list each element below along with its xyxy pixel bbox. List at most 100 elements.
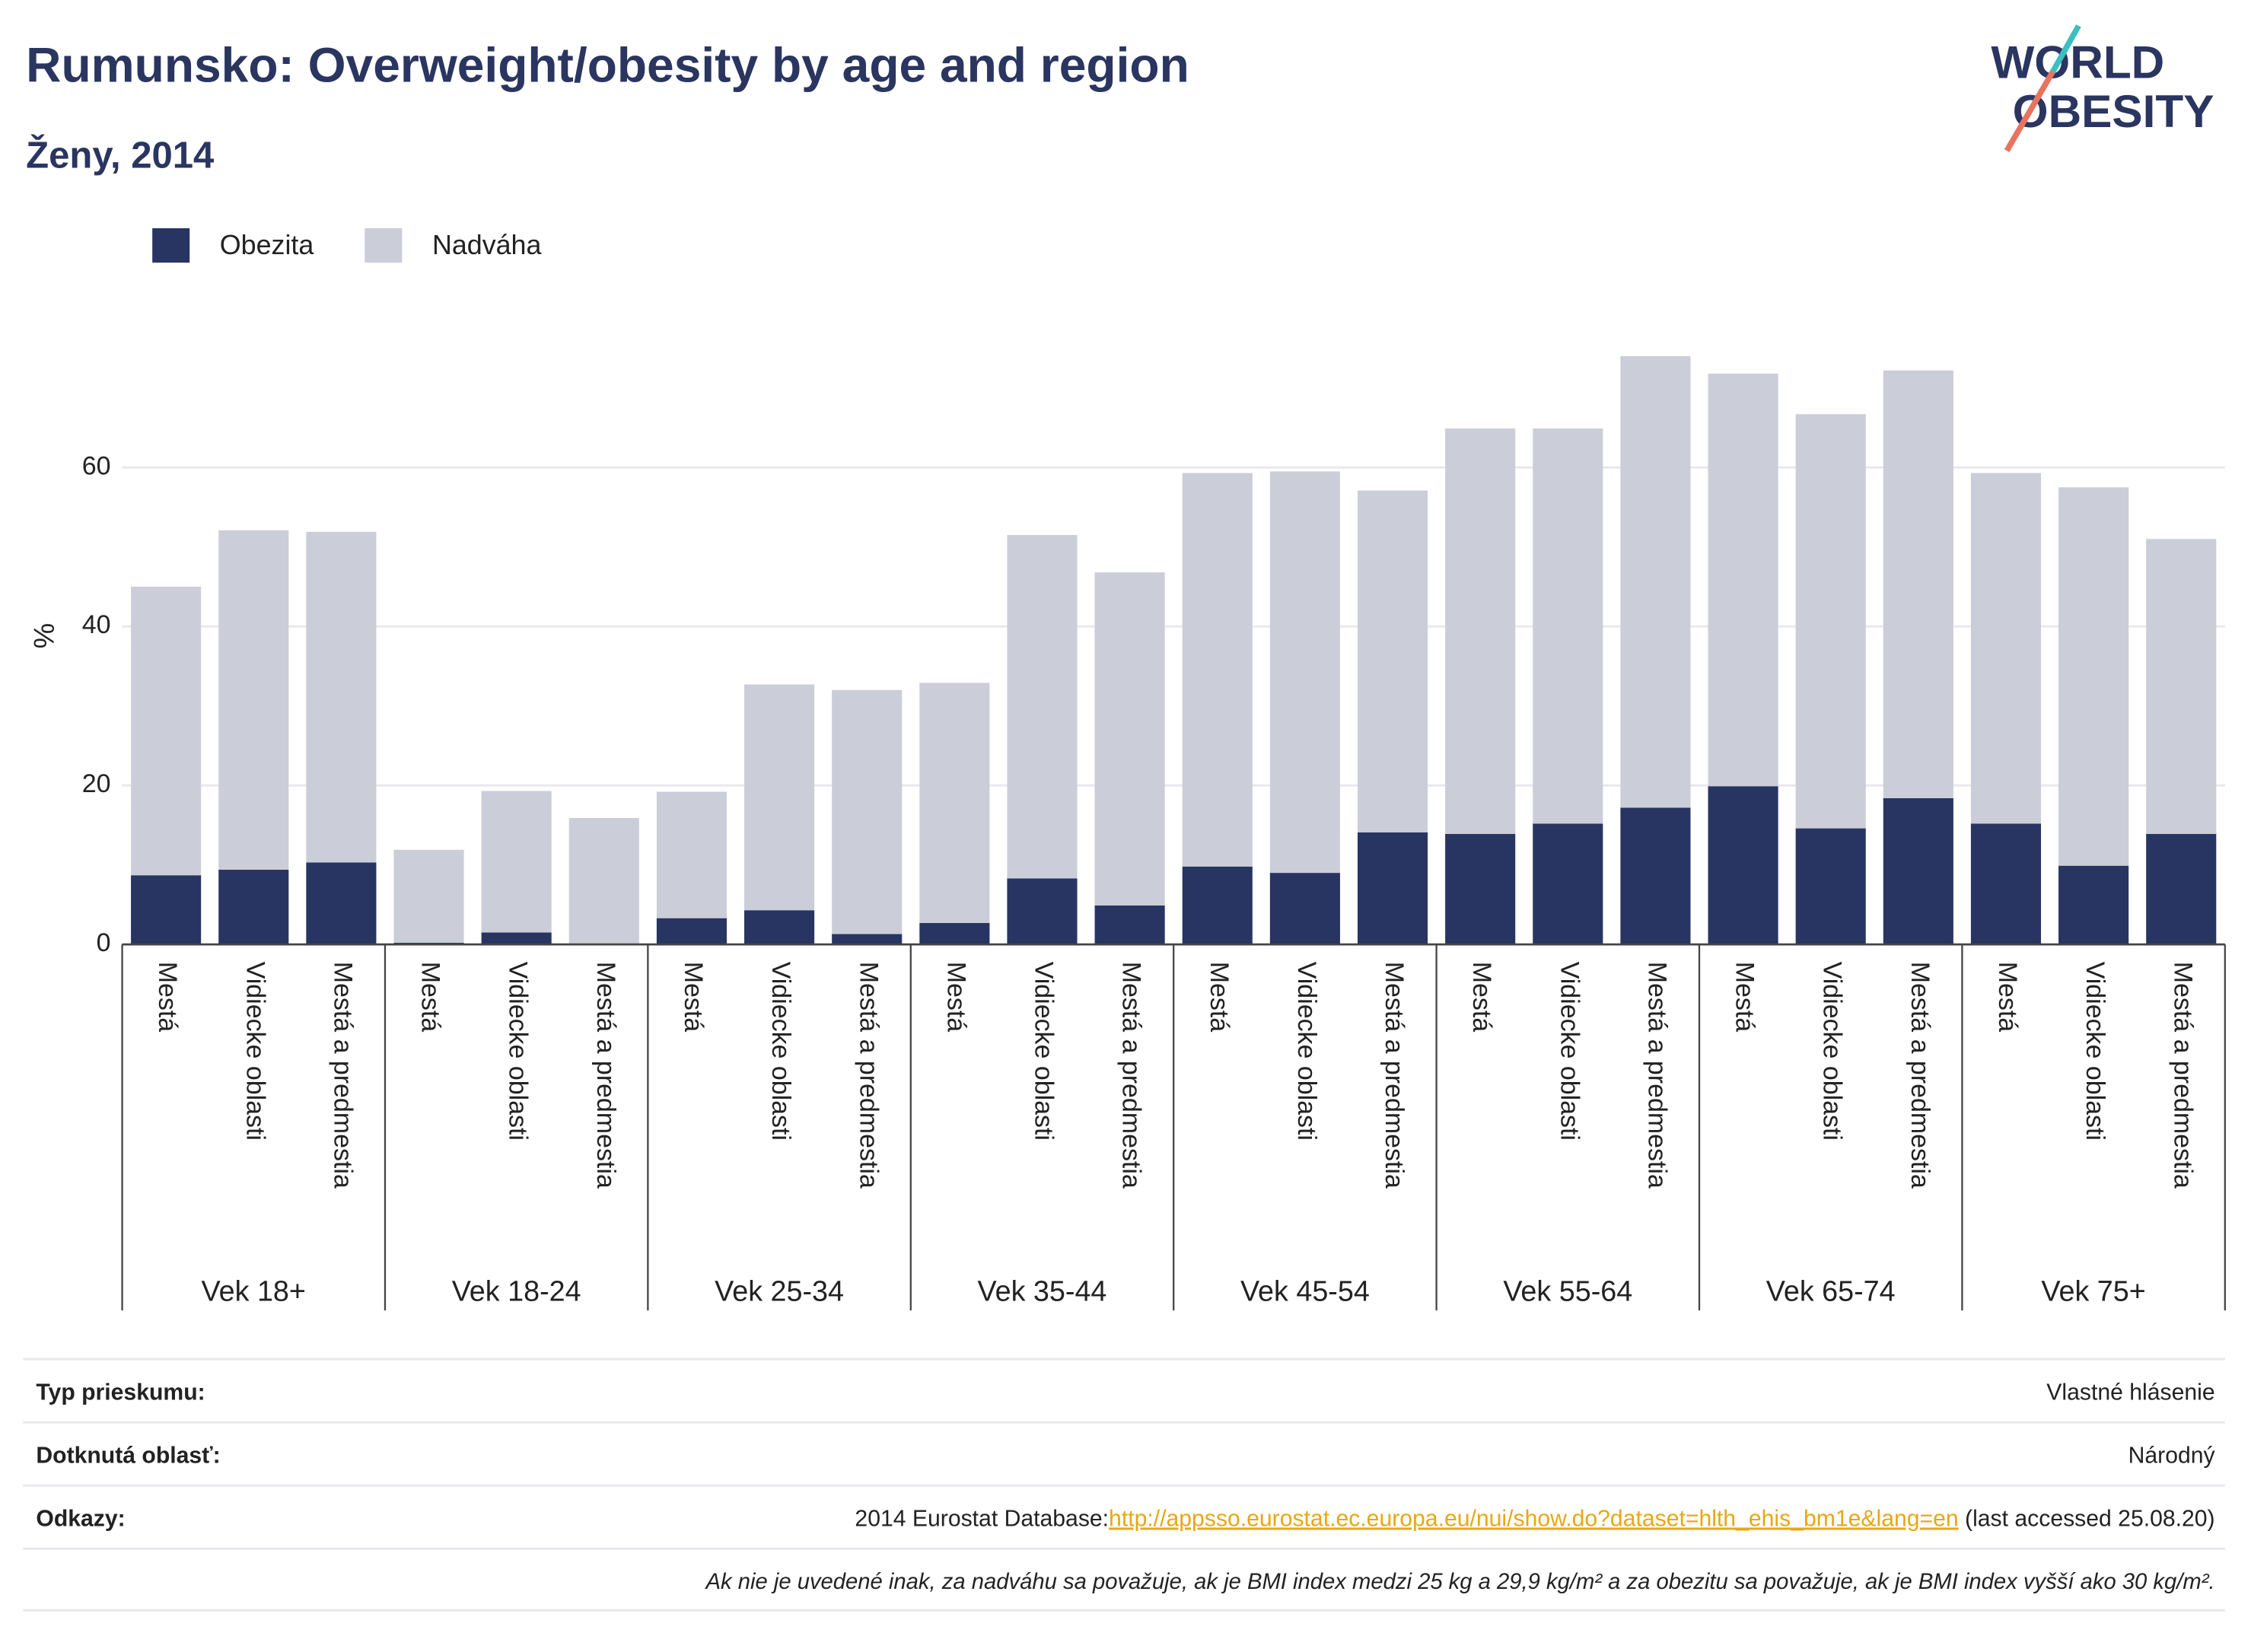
bar-segment [1883, 797, 1953, 945]
y-tick-label: 60 [82, 451, 111, 480]
logo-text: WORLD [1991, 37, 2164, 88]
x-tick-label: Vidiecke oblasti [1818, 962, 1847, 1141]
footer-label: Typ prieskumu: [36, 1380, 205, 1405]
bar-segment [306, 531, 377, 863]
group-label: Vek 18-24 [452, 1275, 581, 1307]
legend-label: Nadváha [432, 230, 541, 260]
x-tick-label: Mestá a predmestia [1642, 962, 1671, 1189]
y-tick-label: 40 [82, 610, 111, 639]
bar-segment [656, 791, 727, 918]
bar-segment [1445, 428, 1516, 834]
bar-segment [2146, 833, 2217, 945]
bar-segment [1357, 832, 1428, 945]
x-tick-label: Mestá [679, 962, 708, 1033]
bar-segment [1620, 356, 1691, 808]
bar-segment [306, 862, 377, 945]
bar-segment [744, 684, 815, 911]
bar-segment [919, 683, 990, 923]
bar-segment [1970, 823, 2042, 945]
chart-subtitle: Ženy, 2014 [26, 133, 214, 176]
x-tick-label: Mestá [416, 962, 445, 1033]
footer-value: Vlastné hlásenie [2046, 1380, 2214, 1405]
bar-segment [1795, 414, 1866, 829]
x-tick-label: Mestá a predmestia [1380, 962, 1409, 1189]
x-tick-label: Vidiecke oblasti [766, 962, 795, 1141]
x-tick-label: Vidiecke oblasti [2081, 962, 2109, 1141]
logo-slash [2050, 24, 2081, 74]
bar-segment [568, 818, 639, 944]
x-tick-label: Vidiecke oblasti [1292, 962, 1321, 1141]
x-tick-label: Mestá a predmestia [1906, 962, 1934, 1189]
x-tick-label: Mestá [1467, 962, 1496, 1033]
bar-segment [832, 934, 903, 945]
group-label: Vek 25-34 [715, 1275, 844, 1307]
x-tick-label: Vidiecke oblasti [504, 962, 533, 1141]
x-tick-label: Mestá [1205, 962, 1234, 1033]
bar-segment [919, 922, 990, 945]
bar-segment [131, 587, 202, 876]
legend-swatch [152, 228, 190, 263]
chart-title: Rumunsko: Overweight/obesity by age and … [26, 37, 1189, 92]
group-label: Vek 35-44 [978, 1275, 1107, 1307]
bar-segment [832, 689, 903, 934]
x-tick-label: Mestá [1730, 962, 1759, 1033]
legend-swatch [365, 228, 403, 263]
x-tick-label: Mestá a predmestia [328, 962, 357, 1189]
bar-segment [2058, 865, 2129, 945]
bar-segment [1533, 823, 1603, 945]
bar-segment [218, 530, 289, 870]
bar-segment [1269, 471, 1340, 874]
bar-segment [1094, 905, 1165, 945]
bar-segment [1708, 786, 1778, 945]
bar-segment [481, 932, 552, 945]
logo-text: OBESITY [2013, 85, 2214, 137]
y-tick-label: 0 [97, 928, 111, 957]
bar-segment [1708, 374, 1778, 787]
footer-link[interactable]: http://appsso.eurostat.ec.europa.eu/nui/… [1109, 1506, 1959, 1531]
footer-text: 2014 Eurostat Database: [855, 1506, 1109, 1531]
group-label: Vek 65-74 [1766, 1275, 1896, 1307]
footer-note: Ak nie je uvedené inak, za nadváhu sa po… [705, 1570, 2215, 1594]
x-tick-label: Mestá a predmestia [591, 962, 620, 1189]
footer-value: Národný [2128, 1443, 2216, 1468]
bar-segment [1970, 473, 2042, 824]
x-tick-label: Mestá [1993, 962, 2022, 1033]
y-axis-label: % [28, 623, 60, 649]
bar-segment [1795, 828, 1866, 945]
bar-segment [481, 791, 552, 933]
bar-segment [1182, 866, 1253, 945]
x-tick-label: Mestá [941, 962, 970, 1033]
group-label: Vek 18+ [202, 1275, 306, 1307]
bar-segment [1182, 473, 1253, 867]
footer-label: Odkazy: [36, 1506, 125, 1531]
bar-segment [393, 849, 464, 944]
bar-segment [1007, 535, 1078, 879]
x-tick-label: Mestá a predmestia [1117, 962, 1146, 1189]
bar-segment [1533, 428, 1603, 824]
bar-segment [1094, 572, 1165, 906]
bar-segment [1883, 370, 1953, 798]
y-tick-label: 20 [82, 769, 111, 798]
group-label: Vek 55-64 [1503, 1275, 1632, 1307]
bar-segment [131, 875, 202, 945]
x-tick-label: Mestá [153, 962, 182, 1033]
bar-segment [1357, 490, 1428, 832]
bar-segment [656, 918, 727, 945]
bar-segment [1620, 807, 1691, 945]
bar-segment [218, 869, 289, 945]
x-tick-label: Mestá a predmestia [2168, 962, 2197, 1189]
bar-segment [1007, 878, 1078, 945]
footer-label: Dotknutá oblasť: [36, 1443, 220, 1468]
legend-label: Obezita [220, 230, 314, 260]
group-label: Vek 45-54 [1240, 1275, 1370, 1307]
x-tick-label: Vidiecke oblasti [240, 962, 269, 1141]
bar-segment [1269, 873, 1340, 945]
group-label: Vek 75+ [2041, 1275, 2145, 1307]
bar-segment [2146, 539, 2217, 834]
bar-segment [744, 910, 815, 945]
x-tick-label: Vidiecke oblasti [1555, 962, 1584, 1141]
x-tick-label: Mestá a predmestia [854, 962, 883, 1189]
footer-text: (last accessed 25.08.20) [1959, 1506, 2215, 1531]
bar-segment [2058, 487, 2129, 866]
